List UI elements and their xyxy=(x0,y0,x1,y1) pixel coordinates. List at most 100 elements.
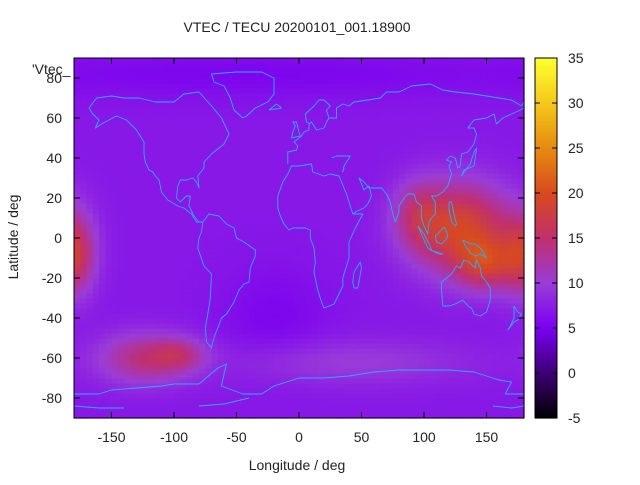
heatmap-cell xyxy=(374,203,381,209)
heatmap-cell xyxy=(161,103,169,109)
heatmap-cell xyxy=(174,353,181,359)
heatmap-cell xyxy=(211,223,219,229)
heatmap-cell xyxy=(505,113,513,119)
heatmap-cell xyxy=(486,133,494,139)
heatmap-cell xyxy=(492,383,500,389)
heatmap-cell xyxy=(417,253,425,259)
heatmap-cell xyxy=(355,358,363,364)
heatmap-cell xyxy=(199,178,206,184)
heatmap-cell xyxy=(267,408,275,414)
heatmap-cell xyxy=(417,388,425,394)
heatmap-cell xyxy=(124,218,131,224)
heatmap-cell xyxy=(411,368,419,374)
heatmap-cell xyxy=(192,73,200,79)
heatmap-cell xyxy=(299,388,306,394)
heatmap-cell xyxy=(174,228,181,234)
heatmap-cell xyxy=(392,208,400,214)
heatmap-cell xyxy=(442,408,450,414)
heatmap-cell xyxy=(142,223,150,229)
heatmap-cell xyxy=(405,203,413,209)
heatmap-cell xyxy=(511,233,519,239)
heatmap-cell xyxy=(492,153,500,159)
heatmap-cell xyxy=(311,323,319,329)
heatmap-cell xyxy=(349,313,356,319)
heatmap-cell xyxy=(167,373,175,379)
heatmap-cell xyxy=(474,248,481,254)
heatmap-cell xyxy=(342,103,350,109)
heatmap-cell xyxy=(305,348,313,354)
heatmap-cell xyxy=(117,228,125,234)
heatmap-cell xyxy=(342,398,350,404)
heatmap-cell xyxy=(99,363,106,369)
heatmap-cell xyxy=(405,343,413,349)
heatmap-cell xyxy=(324,123,331,129)
heatmap-cell xyxy=(386,168,394,174)
heatmap-cell xyxy=(92,408,100,414)
heatmap-cell xyxy=(211,303,219,309)
heatmap-cell xyxy=(392,343,400,349)
heatmap-cell xyxy=(130,233,138,239)
heatmap-cell xyxy=(486,128,494,134)
heatmap-cell xyxy=(230,148,238,154)
heatmap-cell xyxy=(374,353,381,359)
heatmap-cell xyxy=(167,323,175,329)
heatmap-cell xyxy=(167,118,175,124)
heatmap-cell xyxy=(424,113,431,119)
heatmap-cell xyxy=(449,168,456,174)
heatmap-cell xyxy=(230,68,238,74)
heatmap-cell xyxy=(280,218,288,224)
heatmap-cell xyxy=(317,328,325,334)
heatmap-cell xyxy=(405,253,413,259)
heatmap-cell xyxy=(455,143,463,149)
heatmap-cell xyxy=(417,383,425,389)
heatmap-cell xyxy=(236,233,244,239)
heatmap-cell xyxy=(480,223,488,229)
heatmap-cell xyxy=(224,408,231,414)
heatmap-cell xyxy=(217,353,225,359)
heatmap-cell xyxy=(349,263,356,269)
heatmap-cell xyxy=(180,243,188,249)
heatmap-cell xyxy=(261,158,269,164)
heatmap-cell xyxy=(480,88,488,94)
heatmap-cell xyxy=(424,398,431,404)
heatmap-cell xyxy=(280,323,288,329)
heatmap-cell xyxy=(405,308,413,314)
heatmap-cell xyxy=(399,293,406,299)
heatmap-cell xyxy=(217,113,225,119)
heatmap-cell xyxy=(417,358,425,364)
heatmap-cell xyxy=(367,413,375,419)
heatmap-cell xyxy=(180,113,188,119)
heatmap-cell xyxy=(286,98,294,104)
heatmap-cell xyxy=(386,308,394,314)
heatmap-cell xyxy=(180,348,188,354)
heatmap-cell xyxy=(274,153,281,159)
heatmap-cell xyxy=(124,313,131,319)
heatmap-cell xyxy=(267,208,275,214)
heatmap-cell xyxy=(174,158,181,164)
heatmap-cell xyxy=(292,173,300,179)
heatmap-cell xyxy=(136,208,144,214)
heatmap-cell xyxy=(436,408,444,414)
heatmap-cell xyxy=(442,378,450,384)
heatmap-cell xyxy=(399,218,406,224)
heatmap-cell xyxy=(474,113,481,119)
heatmap-cell xyxy=(349,88,356,94)
heatmap-cell xyxy=(86,183,94,189)
heatmap-cell xyxy=(511,273,519,279)
heatmap-cell xyxy=(424,378,431,384)
heatmap-cell xyxy=(330,258,338,264)
heatmap-cell xyxy=(317,118,325,124)
heatmap-cell xyxy=(80,378,88,384)
heatmap-cell xyxy=(224,153,231,159)
heatmap-cell xyxy=(449,358,456,364)
heatmap-cell xyxy=(367,158,375,164)
heatmap-cell xyxy=(424,78,431,84)
heatmap-cell xyxy=(155,408,163,414)
heatmap-cell xyxy=(249,403,256,409)
heatmap-cell xyxy=(461,158,469,164)
heatmap-cell xyxy=(92,263,100,269)
heatmap-cell xyxy=(86,268,94,274)
heatmap-cell xyxy=(142,318,150,324)
heatmap-cell xyxy=(417,113,425,119)
heatmap-cell xyxy=(486,238,494,244)
